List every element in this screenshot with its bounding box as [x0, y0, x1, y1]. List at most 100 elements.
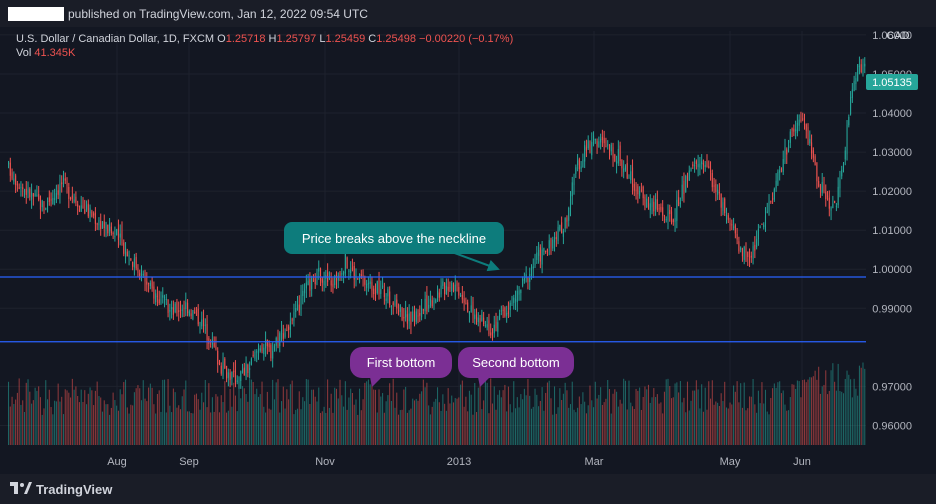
- candle-body: [532, 266, 534, 269]
- volume-bar: [29, 391, 31, 445]
- candle-body: [213, 343, 215, 347]
- candle-body: [32, 193, 34, 197]
- time-axis[interactable]: Aug Sep Nov 2013 Mar May Jun: [107, 456, 811, 468]
- candle-body: [816, 162, 818, 182]
- volume-bar: [140, 400, 143, 445]
- candle-body: [440, 285, 442, 295]
- candle-body: [718, 191, 720, 194]
- volume-bar: [600, 387, 602, 445]
- candle-body: [73, 199, 75, 202]
- candle-body: [238, 382, 240, 384]
- legend-close: 1.25498: [376, 33, 416, 45]
- candle-body: [491, 332, 494, 334]
- tradingview-logo[interactable]: TradingView: [10, 482, 112, 497]
- volume-bar: [328, 407, 330, 445]
- volume-bar: [394, 407, 396, 445]
- volume-bar: [206, 407, 208, 445]
- volume-bar: [472, 414, 474, 445]
- candle-body: [410, 311, 412, 325]
- volume-bar: [862, 362, 864, 445]
- volume-bar: [678, 392, 680, 445]
- candle-body: [702, 162, 704, 166]
- candle-body: [199, 327, 201, 329]
- volume-bar: [839, 391, 841, 445]
- volume-bar: [169, 405, 171, 445]
- candle-body: [669, 209, 671, 215]
- volume-bar: [782, 390, 784, 445]
- candle-body: [663, 215, 665, 217]
- price-axis[interactable]: 1.060001.050001.040001.030001.020001.010…: [866, 27, 936, 474]
- volume-bar: [123, 382, 125, 445]
- volume-bar: [311, 389, 313, 445]
- candle-body: [330, 280, 332, 286]
- candle-body: [187, 302, 189, 314]
- candle-body: [484, 325, 486, 327]
- candle-body: [22, 187, 24, 189]
- volume-bar: [75, 386, 77, 445]
- volume-bar: [419, 393, 421, 445]
- volume-bar: [435, 398, 437, 445]
- volume-bar: [148, 387, 150, 445]
- candle-body: [727, 215, 729, 220]
- volume-bar: [330, 393, 332, 445]
- volume-bar: [8, 381, 10, 445]
- price-chart[interactable]: 0.998010.98143 1.060001.050001.040001.03…: [0, 27, 936, 474]
- volume-bar: [224, 381, 226, 445]
- candle-body: [490, 332, 492, 336]
- candle-body: [731, 224, 733, 226]
- volume-bar: [686, 381, 689, 445]
- volume-bar: [325, 412, 327, 445]
- candle-body: [614, 154, 616, 162]
- volume-bar: [725, 407, 728, 445]
- candle-body: [546, 248, 548, 252]
- volume-bar: [343, 406, 345, 445]
- volume-bar: [585, 413, 587, 445]
- candle-body: [775, 180, 777, 189]
- candle-body: [573, 177, 575, 186]
- second-bottom-callout: Second bottom: [458, 347, 574, 387]
- candle-body: [91, 211, 93, 217]
- volume-bar: [828, 390, 830, 445]
- volume-bar: [359, 388, 361, 445]
- volume-bar: [851, 397, 853, 445]
- candle-body: [426, 295, 428, 312]
- series-legend: U.S. Dollar / Canadian Dollar, 1D, FXCM …: [16, 32, 513, 60]
- candle-body: [123, 242, 125, 254]
- volume-bar: [548, 380, 550, 445]
- candle-body: [50, 198, 52, 201]
- candle-body: [582, 159, 584, 168]
- candle-body: [137, 267, 139, 273]
- candle-body: [463, 298, 465, 303]
- volume-bar: [715, 401, 717, 445]
- volume-bar: [573, 409, 575, 445]
- x-tick-label: Mar: [585, 456, 604, 468]
- candle-body: [9, 162, 11, 176]
- volume-bar: [756, 412, 758, 445]
- candle-body: [509, 302, 511, 311]
- candle-body: [729, 222, 731, 226]
- volume-bar: [398, 414, 400, 445]
- volume-bar: [25, 382, 27, 445]
- candle-body: [662, 207, 664, 216]
- candle-body: [752, 246, 754, 259]
- candle-body: [206, 324, 208, 341]
- candle-body: [605, 146, 607, 148]
- volume-bar: [86, 404, 88, 445]
- legend-low: 1.25459: [325, 33, 366, 45]
- candle-body: [392, 302, 394, 305]
- volume-bar: [520, 394, 522, 445]
- legend-l-label: L: [319, 33, 326, 45]
- volume-bar: [818, 366, 820, 445]
- volume-bar: [727, 408, 729, 445]
- volume-bar: [422, 379, 424, 445]
- candle-body: [250, 358, 252, 365]
- candle-body: [390, 306, 392, 308]
- candle-body: [350, 269, 352, 274]
- candle-body: [362, 275, 364, 278]
- y-tick-label: 0.96000: [872, 420, 912, 432]
- price-axis-bg: [866, 27, 936, 474]
- candle-body: [780, 168, 782, 171]
- volume-bar: [320, 412, 322, 445]
- candle-body: [41, 200, 43, 208]
- candle-body: [710, 170, 712, 173]
